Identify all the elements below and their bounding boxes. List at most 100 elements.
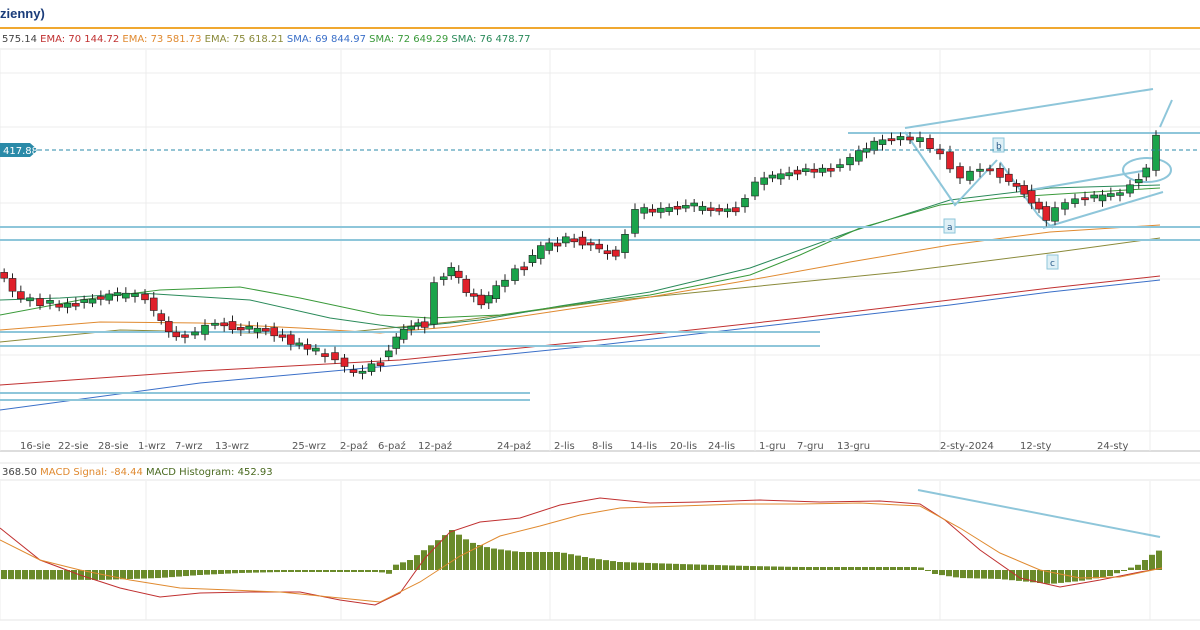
candle-body (469, 293, 478, 297)
macd-histogram-bar (813, 567, 819, 570)
candle-body (191, 331, 199, 336)
macd-histogram-bar (1114, 570, 1120, 574)
candle (707, 201, 715, 217)
macd-histogram-bar (463, 539, 469, 570)
macd-histogram-bar (967, 570, 973, 579)
macd-histogram-bar (309, 570, 315, 572)
macd-histogram-bar (15, 570, 21, 580)
candle-body (113, 292, 122, 296)
macd-histogram-bar (253, 570, 259, 573)
macd-histogram-bar (554, 552, 560, 570)
macd-histogram-bar (925, 570, 931, 571)
ema-fast-line (0, 275, 1161, 386)
candle-body (1142, 167, 1151, 178)
macd-histogram-bar (162, 570, 168, 578)
candle (520, 261, 528, 276)
annotation-label: a (947, 223, 953, 233)
candle-body (270, 327, 278, 337)
candle-body (376, 362, 385, 366)
x-tick-label: 28-sie (98, 441, 128, 452)
candle-body (751, 181, 759, 197)
macd-histogram-bar (904, 567, 910, 570)
candle-body (447, 267, 456, 277)
candle-body (715, 208, 723, 212)
candle (172, 326, 181, 341)
macd-histogram-bar (8, 570, 14, 580)
candle (55, 300, 63, 312)
legend-item: SMA: 76 478.77 (448, 34, 530, 45)
candle-body (439, 276, 448, 280)
candle-body (8, 278, 17, 292)
candle (836, 158, 844, 172)
candle (1061, 198, 1069, 216)
candle (1116, 188, 1124, 202)
candle (896, 132, 905, 146)
candle (484, 291, 493, 309)
macd-histogram-bar (750, 566, 756, 570)
candle-body (673, 205, 682, 210)
macd-histogram-bar (113, 570, 119, 580)
macd-histogram-bar (456, 534, 462, 570)
candle-body (768, 174, 777, 179)
candle (511, 264, 519, 285)
candle (1035, 198, 1043, 214)
macd-histogram-bar (337, 570, 343, 572)
candle (72, 297, 80, 311)
candle-body (612, 249, 620, 257)
macd-histogram-bar (43, 570, 49, 580)
candle-body (1012, 183, 1021, 187)
legend-item: SMA: 69 844.97 (284, 34, 366, 45)
macd-histogram-bar (505, 550, 511, 570)
candle (570, 233, 578, 248)
candle (220, 317, 228, 332)
macd-histogram-bar (267, 570, 273, 573)
candle-body (698, 205, 707, 211)
macd-histogram-bar (71, 570, 77, 580)
candle (331, 346, 339, 364)
macd-histogram-bar (806, 567, 812, 570)
macd-histogram-bar (778, 566, 784, 570)
candle (682, 199, 690, 213)
candle (17, 285, 25, 303)
candle (976, 163, 984, 178)
macd-histogram-bar (288, 570, 294, 572)
macd-histogram-bar (414, 555, 420, 570)
candle (1126, 179, 1134, 198)
macd-histogram-bar (344, 570, 350, 572)
candle-body (492, 285, 501, 300)
candle-body (201, 324, 209, 335)
trend-line (1159, 99, 1173, 128)
macd-histogram-bar (673, 563, 679, 570)
candle (430, 276, 438, 329)
candle (211, 319, 219, 330)
candle (887, 132, 896, 145)
macd-histogram-bar (148, 570, 154, 579)
candle-body (631, 209, 639, 234)
macd-histogram-bar (960, 570, 966, 579)
macd-histogram-bar (365, 570, 371, 572)
candle-body (818, 167, 827, 173)
candle (492, 280, 501, 303)
candle (399, 324, 408, 344)
macd-histogram-bar (883, 567, 889, 570)
x-tick-label: 7-gru (797, 441, 824, 452)
macd-histogram-bar (638, 562, 644, 570)
x-tick-label: 25-wrz (292, 441, 326, 452)
candle (287, 330, 295, 351)
macd-histogram-bar (477, 545, 483, 570)
candle-body (131, 293, 139, 297)
candle (936, 144, 944, 160)
candle (191, 327, 199, 339)
candle (612, 246, 620, 261)
x-tick-label: 1-wrz (138, 441, 166, 452)
macd-histogram-bar (736, 565, 742, 570)
candle (88, 294, 97, 308)
candle (469, 288, 478, 303)
macd-histogram-bar (862, 567, 868, 570)
candle-body (340, 357, 349, 367)
macd-histogram-bar (449, 530, 455, 570)
x-tick-label: 2-sty-2024 (940, 441, 994, 452)
macd-histogram-bar (316, 570, 322, 572)
candle (870, 137, 878, 155)
